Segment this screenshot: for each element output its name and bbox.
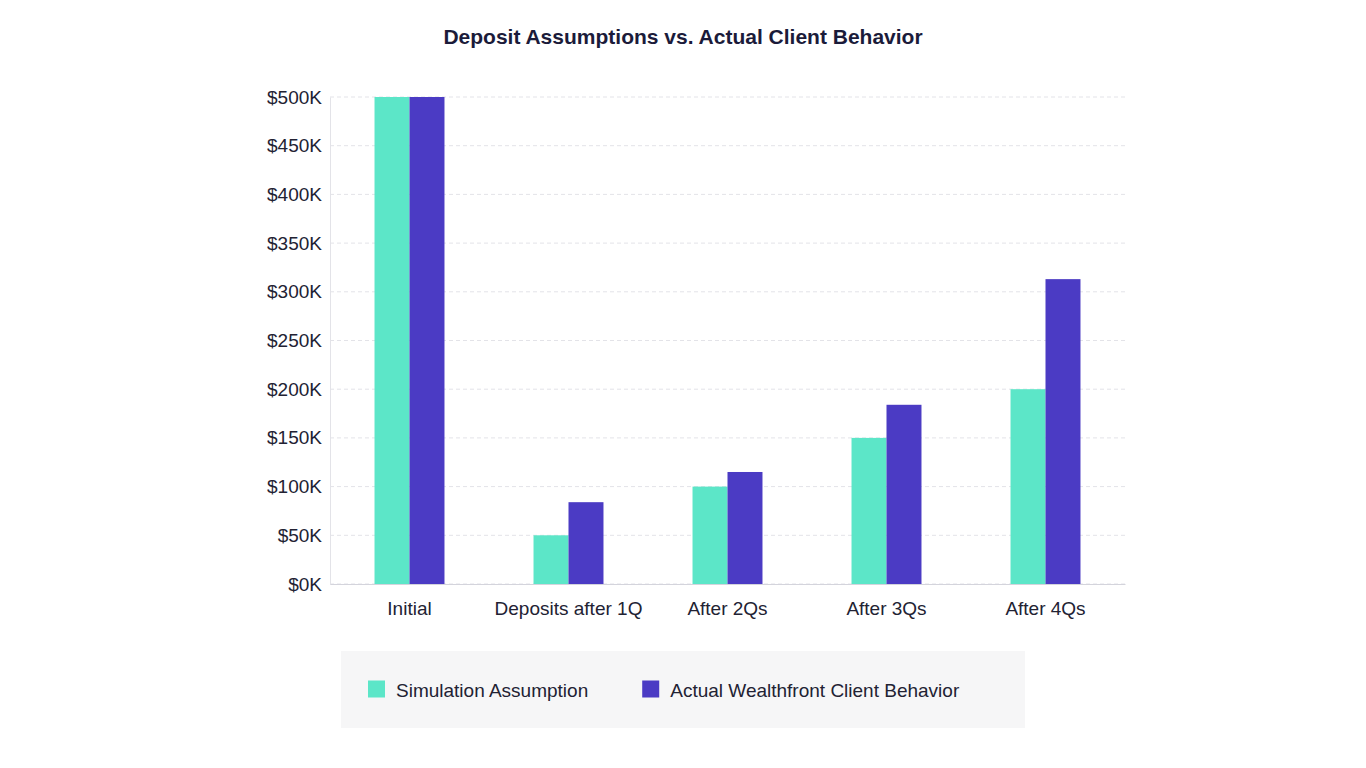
x-tick: After 2Qs <box>687 584 767 619</box>
x-tick-label: Deposits after 1Q <box>495 598 643 619</box>
y-tick-label: $250K <box>267 330 322 351</box>
grid-line <box>330 291 1125 292</box>
y-tick: $100K <box>267 476 330 497</box>
y-tick: $50K <box>278 525 330 546</box>
y-axis-line <box>330 98 331 585</box>
y-tick: $250K <box>267 330 330 351</box>
bar <box>569 502 604 584</box>
y-tick-label: $400K <box>267 184 322 205</box>
grid-line <box>330 389 1125 390</box>
legend-label: Actual Wealthfront Client Behavior <box>670 680 960 701</box>
x-tick-label: After 3Qs <box>846 598 926 619</box>
bar <box>1011 389 1046 584</box>
bar <box>887 405 922 584</box>
legend: Simulation Assumption Actual Wealthfront … <box>341 651 1025 728</box>
x-axis: Initial Deposits after 1Q After 2Qs After 3… <box>331 584 1126 619</box>
bars <box>375 97 1081 584</box>
grid-line <box>330 97 1125 98</box>
legend-item: Actual Wealthfront Client Behavior <box>642 680 960 701</box>
x-tick: Deposits after 1Q <box>495 584 643 619</box>
bar <box>1046 279 1081 584</box>
y-tick-label: $100K <box>267 476 322 497</box>
series <box>410 97 1081 584</box>
y-tick-label: $450K <box>267 135 322 156</box>
y-tick-label: $500K <box>267 87 322 108</box>
y-tick: $400K <box>267 184 330 205</box>
x-tick-label: Initial <box>387 598 431 619</box>
y-tick: $150K <box>267 427 330 448</box>
y-tick: $500K <box>267 87 330 108</box>
y-tick-label: $150K <box>267 427 322 448</box>
y-tick: $300K <box>267 281 330 302</box>
x-tick-label: After 4Qs <box>1005 598 1085 619</box>
bar <box>852 438 887 584</box>
y-tick: $350K <box>267 233 330 254</box>
legend-label: Simulation Assumption <box>396 680 588 701</box>
x-tick-label: After 2Qs <box>687 598 767 619</box>
grid-line <box>330 340 1125 341</box>
legend-box <box>341 651 1025 728</box>
grid <box>330 97 1125 584</box>
bar <box>693 487 728 584</box>
legend-swatch <box>642 681 659 698</box>
bar <box>534 535 569 584</box>
y-tick: $200K <box>267 379 330 400</box>
x-tick: After 3Qs <box>846 584 926 619</box>
title: Deposit Assumptions vs. Actual Client Be… <box>443 25 922 48</box>
x-tick: After 4Qs <box>1005 584 1085 619</box>
bar <box>375 97 410 584</box>
grid-line <box>330 145 1125 146</box>
x-axis-line <box>331 584 1126 585</box>
y-tick-label: $200K <box>267 379 322 400</box>
chart: Deposit Assumptions vs. Actual Client Be… <box>0 0 1366 768</box>
grid-line <box>330 437 1125 438</box>
grid-line <box>330 243 1125 244</box>
bar <box>410 97 445 584</box>
y-tick: $0K <box>288 574 330 595</box>
y-tick-label: $300K <box>267 281 322 302</box>
y-tick-label: $0K <box>288 574 322 595</box>
series <box>375 97 1046 584</box>
legend-item: Simulation Assumption <box>368 680 588 701</box>
y-axis: $0K $50K $100K $150K $200K $250K $300K $350K $40… <box>267 87 330 595</box>
bar <box>728 472 763 584</box>
y-tick-label: $350K <box>267 233 322 254</box>
x-tick: Initial <box>387 584 431 619</box>
legend-swatch <box>368 681 385 698</box>
y-tick: $450K <box>267 135 330 156</box>
y-tick-label: $50K <box>278 525 323 546</box>
grid-line <box>330 194 1125 195</box>
